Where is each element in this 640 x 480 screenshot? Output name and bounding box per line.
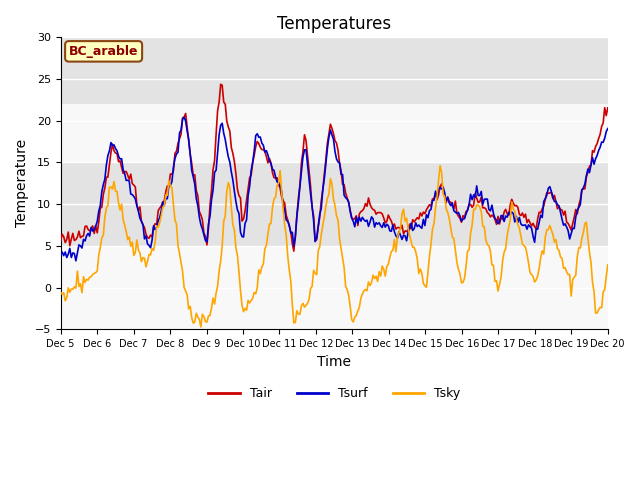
Tair (290, 248, 298, 254)
Bar (61, 104, 608, 163)
Tsky (577, 245, 584, 251)
Tair (577, 197, 584, 203)
Tair (240, 216, 248, 222)
X-axis label: Time: Time (317, 355, 351, 369)
Line: Tsky: Tsky (61, 166, 608, 327)
Tsky (604, 262, 612, 268)
Y-axis label: Temperature: Temperature (15, 139, 29, 228)
Tsurf (125, 178, 133, 184)
Tair (124, 172, 132, 178)
Bar (61, 37, 608, 104)
Tair (249, 160, 257, 166)
Tsurf (577, 202, 584, 207)
Tsurf (72, 258, 80, 264)
Tair (217, 82, 225, 87)
Tsurf (250, 148, 258, 154)
Tair (299, 149, 307, 155)
Tair (221, 101, 229, 107)
Tsurf (180, 114, 188, 120)
Tair (604, 105, 612, 111)
Tsky (124, 237, 132, 242)
Tsurf (604, 126, 612, 132)
Tsky (221, 213, 229, 219)
Line: Tsurf: Tsurf (61, 117, 608, 261)
Title: Temperatures: Temperatures (277, 15, 391, 33)
Tsurf (299, 154, 307, 160)
Tsky (436, 163, 444, 168)
Tsky (249, 296, 257, 301)
Line: Tair: Tair (61, 84, 608, 251)
Legend: Tair, Tsurf, Tsky: Tair, Tsurf, Tsky (204, 382, 465, 405)
Tsky (57, 289, 65, 295)
Text: BC_arable: BC_arable (69, 45, 138, 58)
Bar (61, 246, 608, 329)
Tsurf (223, 146, 230, 152)
Tsky (197, 324, 205, 330)
Tsurf (57, 253, 65, 259)
Tsurf (241, 220, 249, 226)
Tsky (298, 303, 305, 309)
Tsky (240, 309, 248, 314)
Tair (57, 239, 65, 244)
Bar (61, 163, 608, 246)
